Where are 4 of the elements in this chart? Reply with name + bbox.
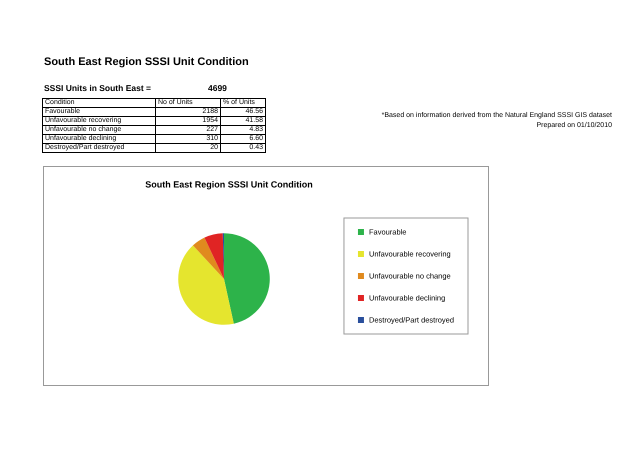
chart-title: South East Region SSSI Unit Condition: [44, 56, 249, 68]
chart-title: South East Region SSSI Unit Condition: [145, 180, 313, 190]
text: SSSI Units in South East =: [44, 83, 151, 93]
text: 4699: [208, 83, 227, 93]
